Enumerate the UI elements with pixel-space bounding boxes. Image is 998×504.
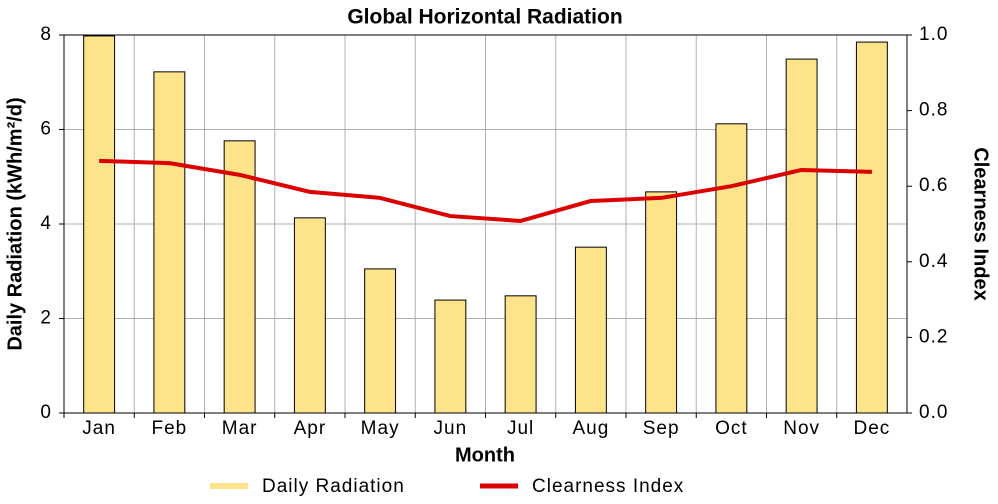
- y-tick-label: 6: [40, 119, 52, 140]
- x-tick-label: Jun: [434, 418, 468, 439]
- y-tick-label: 2: [40, 308, 52, 329]
- x-tick-label: Oct: [715, 418, 748, 439]
- y2-tick-label: 1.0: [919, 24, 948, 45]
- x-axis-title: Month: [455, 444, 515, 466]
- x-tick-label: May: [361, 418, 400, 439]
- x-tick-label: Mar: [222, 418, 258, 439]
- legend-label: Clearness Index: [532, 476, 684, 497]
- bar: [223, 140, 256, 414]
- y-tick-label: 4: [40, 213, 52, 234]
- bar: [153, 71, 186, 414]
- x-tick-label: Aug: [572, 418, 609, 439]
- bar: [574, 246, 607, 414]
- x-tick-label: Apr: [294, 418, 327, 439]
- bar: [715, 123, 748, 414]
- y2-tick-label: 0.4: [919, 251, 948, 272]
- y2-tick-label: 0.0: [919, 402, 948, 423]
- x-tick-label: Jul: [507, 418, 534, 439]
- bar: [293, 217, 326, 414]
- y-tick-label: 8: [40, 24, 52, 45]
- bar: [645, 191, 678, 414]
- x-tick-label: Nov: [783, 418, 820, 439]
- y2-tick-label: 0.2: [919, 326, 948, 347]
- x-tick-label: Jan: [82, 418, 116, 439]
- y2-axis-title: Clearness Index: [970, 147, 992, 300]
- x-tick-label: Sep: [643, 418, 680, 439]
- bar: [855, 41, 888, 414]
- bar: [83, 35, 116, 414]
- x-tick-label: Dec: [853, 418, 890, 439]
- bar: [364, 268, 397, 414]
- x-tick-label: Feb: [152, 418, 188, 439]
- y-axis-title: Daily Radiation (kWh/m²/d): [4, 97, 26, 350]
- y-tick-label: 0: [40, 402, 52, 423]
- y2-tick-label: 0.8: [919, 100, 948, 121]
- bar: [504, 295, 537, 414]
- chart-title: Global Horizontal Radiation: [347, 6, 622, 29]
- y2-tick-label: 0.6: [919, 175, 948, 196]
- line: [99, 158, 872, 223]
- bar: [785, 58, 818, 414]
- legend-label: Daily Radiation: [262, 476, 405, 497]
- bar: [434, 299, 467, 414]
